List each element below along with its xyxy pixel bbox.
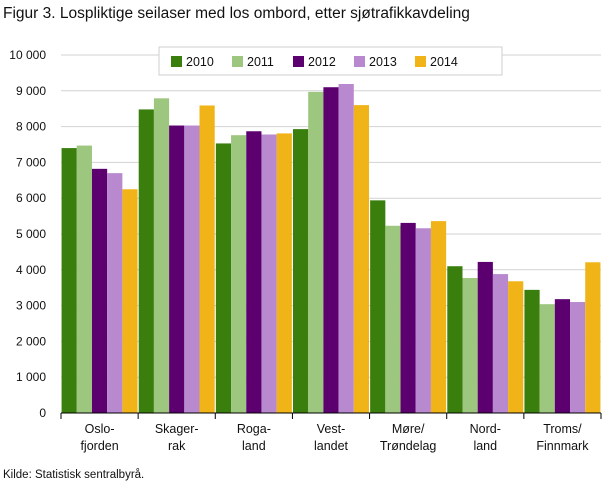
y-tick-label: 7 000 [16,155,46,169]
bar-2014-0 [122,189,138,413]
bar-2012-0 [91,168,108,413]
x-category-label: fjorden [80,439,118,453]
x-category-label: Nord- [470,422,501,436]
legend-label-2013: 2013 [369,55,397,69]
bar-2014-5 [508,281,524,413]
x-category-label: Troms/ [543,422,582,436]
bar-2013-4 [415,228,431,413]
y-tick-label: 2 000 [16,334,46,348]
legend-swatch-2012 [293,56,304,67]
bar-2013-3 [338,84,354,413]
bar-2013-2 [261,134,277,414]
bar-2012-1 [169,125,185,413]
bars [61,84,601,414]
x-category-label: land [242,439,266,453]
bar-2010-4 [370,200,386,413]
bar-2014-2 [276,133,292,413]
bar-2013-6 [570,302,586,413]
bar-2013-5 [492,274,509,413]
bar-2014-4 [430,221,447,413]
bar-2012-3 [323,87,339,413]
bar-2012-4 [400,222,416,413]
legend-label-2012: 2012 [308,55,336,69]
y-axis: 0 1 000 2 000 3 000 4 000 5 000 6 000 7 000 8 00… [9,48,46,420]
bar-2011-3 [308,91,324,414]
bar-2010-0 [61,148,77,413]
y-tick-label: 1 000 [16,370,46,384]
x-category-label: landet [314,439,349,453]
bar-2011-2 [231,135,247,413]
x-category-label: Finnmark [536,439,589,453]
y-tick-label: 0 [39,406,46,420]
bar-2012-5 [477,261,493,413]
y-tick-label: 3 000 [16,299,46,313]
x-category-label: Skager- [155,422,199,436]
x-category-label: Vest- [317,422,346,436]
y-tick-label: 9 000 [16,84,46,98]
x-category-label: Oslo- [85,422,115,436]
bar-2010-2 [215,143,232,413]
x-category-label: Møre/ [392,422,425,436]
bar-2014-6 [585,262,601,413]
legend-label-2010: 2010 [186,55,214,69]
bar-2012-6 [554,299,571,413]
legend-box [158,46,503,76]
bar-2011-1 [153,98,170,413]
bar-2010-1 [138,109,154,414]
y-tick-label: 5 000 [16,227,46,241]
bar-2010-5 [447,266,463,413]
legend-swatch-2011 [232,56,243,67]
legend-label-2014: 2014 [430,55,458,69]
y-tick-label: 8 000 [16,120,46,134]
bar-2013-1 [184,125,200,413]
bar-2011-5 [462,278,478,413]
bar-2014-3 [353,105,369,414]
x-category-label: Trøndelag [380,439,437,453]
bar-2010-3 [293,129,309,414]
y-tick-label: 6 000 [16,191,46,205]
legend-label-2011: 2011 [247,55,274,69]
x-category-label: Roga- [237,422,271,436]
x-category-label: land [473,439,497,453]
y-tick-label: 4 000 [16,263,46,277]
legend-swatch-2010 [171,56,182,67]
bar-2014-1 [199,105,215,413]
bar-2011-6 [539,304,555,413]
legend-swatch-2013 [354,56,365,67]
x-axis: Oslo-fjorden Skager-rak Roga-land Vest-land… [60,412,602,453]
legend-swatch-2014 [415,56,426,67]
bar-2013-0 [107,173,123,413]
bar-2012-2 [246,131,262,413]
source-note: Kilde: Statistisk sentralbyrå. [3,469,145,481]
y-tick-label: 10 000 [9,48,46,62]
bar-2011-4 [385,225,401,413]
bar-2010-6 [524,289,540,413]
legend: 2010 2011 2012 2013 2014 [158,46,503,76]
figure-title: Figur 3. Lospliktige seilaser med los om… [3,5,470,22]
bar-2011-0 [76,145,92,413]
x-category-label: rak [168,439,186,453]
